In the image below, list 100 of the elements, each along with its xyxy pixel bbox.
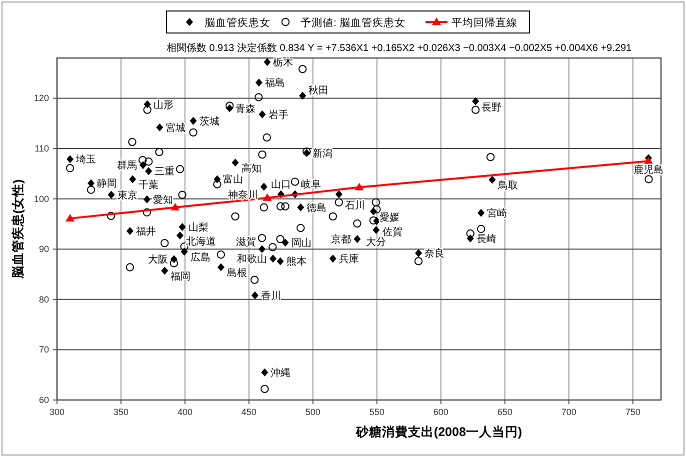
point: [328, 212, 337, 221]
annotation: 新潟: [312, 148, 333, 160]
point: [170, 202, 180, 210]
point: [143, 106, 152, 114]
point: [644, 175, 653, 184]
annotation: 三重: [154, 166, 175, 178]
y-tick-label: 70: [38, 344, 49, 355]
y-tick-label: 120: [34, 93, 49, 104]
point: [282, 238, 289, 247]
point: [258, 150, 266, 159]
point: [486, 152, 495, 162]
chart-title: 相関係数 0.913 決定係数 0.834 Y = +7.536X1 +0.165X2 +0.026X3 −0.003X4 −0.002X5 +0.004X6 +9.291: [166, 42, 632, 54]
y-tick-label: 90: [38, 244, 49, 254]
point: [213, 180, 222, 188]
point: [176, 232, 184, 240]
x-tick-label: 300: [49, 407, 65, 417]
point: [190, 116, 197, 125]
point: [66, 155, 74, 164]
annotation: 熊本: [286, 256, 306, 268]
legend-label: 脳血管疾患女: [204, 16, 270, 29]
annotation: 大阪: [148, 254, 168, 266]
annotation: 和歌山: [237, 253, 268, 266]
annotation: 静岡: [97, 178, 118, 190]
point: [335, 190, 342, 198]
point: [415, 249, 422, 258]
y-axis-title: 脳血管疾患(女性): [10, 179, 25, 280]
y-tick-label: 100: [34, 194, 49, 204]
point: [254, 93, 263, 102]
annotation: 富山: [223, 174, 244, 186]
point: [372, 205, 381, 214]
point: [466, 229, 474, 238]
point: [329, 254, 336, 263]
point: [258, 110, 266, 118]
point: [276, 234, 284, 244]
annotation: 兵庫: [338, 253, 359, 266]
point: [66, 214, 75, 222]
point: [354, 182, 364, 190]
annotation: 東京: [117, 189, 138, 202]
point: [250, 276, 259, 284]
point: [297, 203, 304, 212]
point: [276, 202, 285, 210]
annotation: 鳥取: [497, 180, 518, 192]
point: [106, 212, 116, 220]
point: [255, 78, 262, 87]
annotation: 高知: [241, 162, 262, 175]
point: [299, 92, 306, 100]
annotation: 福井: [136, 226, 156, 238]
point: [261, 368, 268, 376]
point: [478, 208, 485, 217]
annotation: 山口: [270, 178, 291, 190]
point: [290, 178, 300, 186]
point: [298, 64, 307, 74]
point: [270, 254, 277, 263]
point: [354, 235, 361, 244]
y-tick-label: 60: [38, 395, 49, 405]
annotation: 福岡: [170, 270, 191, 283]
point: [160, 238, 169, 248]
point: [353, 219, 362, 228]
point: [334, 198, 344, 206]
point: [260, 182, 268, 191]
legend-label: 予測値: 脳血管疾患女: [300, 16, 406, 29]
annotation: 京都: [331, 234, 352, 246]
point: [142, 208, 152, 217]
annotation: 沖縄: [270, 366, 291, 379]
point: [216, 250, 226, 259]
point: [260, 203, 268, 212]
annotation: 埼玉: [75, 154, 96, 166]
point: [86, 186, 96, 194]
point: [176, 165, 184, 174]
point: [129, 175, 136, 184]
annotation: 秋田: [308, 84, 329, 97]
y-tick-label: 80: [38, 294, 49, 304]
annotation: 栃木: [273, 56, 294, 69]
point: [472, 97, 480, 106]
point: [258, 245, 266, 254]
annotation: 滋賀: [236, 236, 256, 248]
legend-label: 平均回帰直線: [452, 16, 518, 29]
point: [156, 123, 164, 132]
point: [258, 234, 266, 242]
point: [281, 202, 290, 210]
annotation: 石川: [344, 199, 365, 212]
point: [262, 193, 272, 201]
x-tick-label: 750: [625, 407, 640, 417]
point: [170, 259, 178, 268]
point: [268, 243, 277, 252]
point: [231, 212, 240, 221]
annotation: 宮城: [166, 122, 186, 134]
point: [108, 190, 115, 199]
point: [476, 224, 486, 234]
point: [264, 58, 271, 66]
x-tick-label: 350: [113, 407, 128, 417]
point: [126, 263, 134, 272]
point: [372, 226, 380, 234]
point: [66, 164, 74, 172]
point: [414, 257, 423, 266]
point: [144, 158, 153, 166]
point: [372, 198, 380, 206]
annotation: 広島: [190, 252, 210, 264]
annotation: 千葉: [138, 179, 159, 192]
annotation: 徳島: [306, 202, 327, 214]
